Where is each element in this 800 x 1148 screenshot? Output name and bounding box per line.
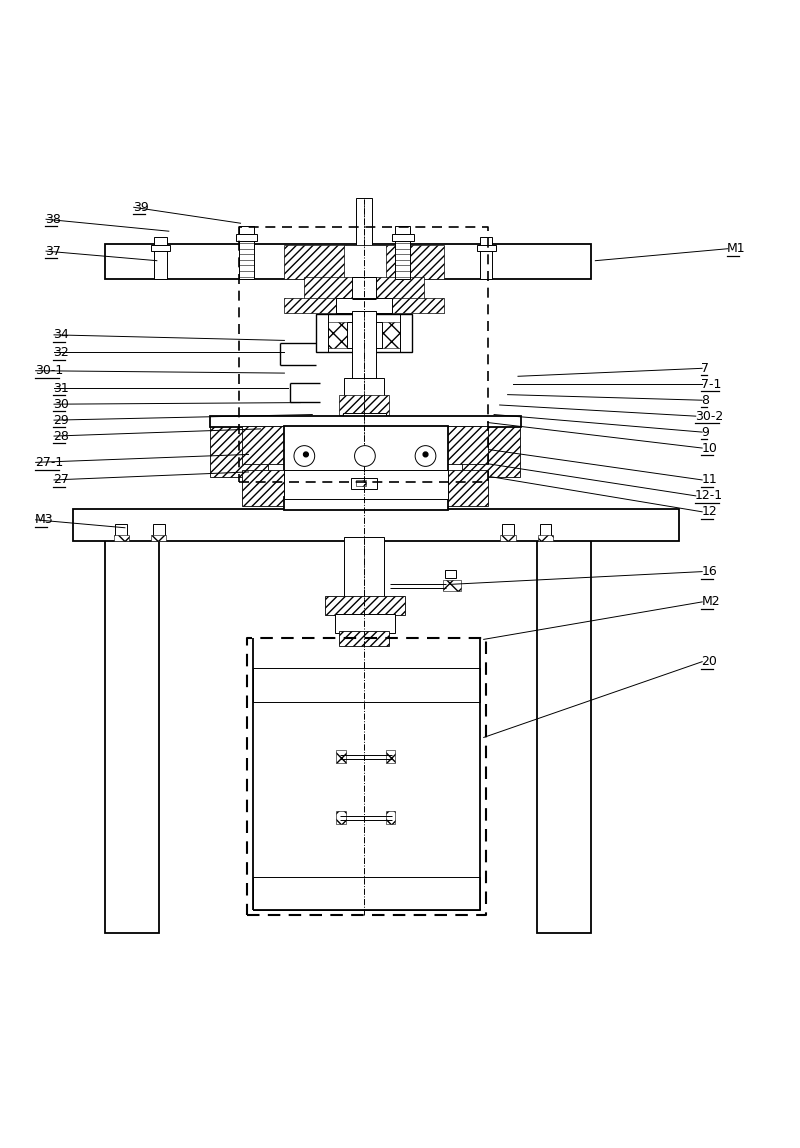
Text: 27: 27 [54, 473, 69, 487]
Bar [242, 426, 286, 464]
Bar [285, 497, 448, 510]
Text: 38: 38 [46, 212, 61, 226]
Bar [239, 238, 254, 279]
Bar [328, 323, 348, 348]
Bar [356, 480, 366, 487]
Text: 7: 7 [702, 362, 710, 374]
Text: 12-1: 12-1 [695, 489, 723, 503]
Bar [254, 877, 480, 910]
Bar [395, 238, 410, 279]
Bar [537, 514, 591, 932]
Bar [336, 750, 346, 763]
Bar [350, 478, 377, 489]
Bar [210, 416, 521, 427]
Bar [443, 580, 461, 591]
Bar [239, 226, 254, 233]
Circle shape [423, 452, 428, 457]
Text: 30-1: 30-1 [35, 364, 63, 378]
Text: 12: 12 [702, 505, 717, 518]
Bar [480, 249, 493, 279]
Bar [390, 298, 444, 312]
Text: 11: 11 [702, 473, 717, 487]
Bar [356, 197, 372, 246]
Text: 8: 8 [702, 394, 710, 406]
Bar [339, 395, 389, 414]
Bar [334, 614, 395, 633]
Text: 37: 37 [46, 245, 61, 257]
Bar [105, 245, 591, 279]
Bar [316, 315, 412, 352]
Bar [501, 535, 515, 541]
Text: 16: 16 [702, 565, 717, 579]
Bar [154, 236, 167, 245]
Text: 31: 31 [54, 382, 69, 395]
Bar [344, 537, 384, 599]
Bar [344, 378, 384, 397]
Text: 28: 28 [54, 429, 69, 443]
Bar [336, 298, 392, 312]
Bar [346, 323, 382, 348]
Bar [344, 245, 386, 279]
Bar [502, 523, 514, 536]
Bar [336, 810, 346, 823]
Bar [339, 631, 389, 645]
Bar [242, 471, 286, 506]
Bar [153, 523, 165, 536]
Bar [151, 245, 170, 251]
Bar [73, 509, 679, 541]
Bar [392, 233, 414, 241]
Text: 34: 34 [54, 328, 69, 341]
Circle shape [294, 445, 314, 466]
Bar [285, 471, 448, 499]
Bar [285, 245, 444, 279]
Bar [352, 311, 376, 482]
Bar [444, 426, 488, 464]
Circle shape [303, 452, 308, 457]
Bar [325, 596, 405, 615]
Bar [285, 298, 338, 312]
Bar [374, 278, 424, 298]
Text: 30: 30 [54, 397, 69, 411]
Bar [342, 413, 386, 424]
Bar [444, 471, 488, 506]
Bar [480, 236, 493, 245]
Text: 39: 39 [133, 201, 149, 214]
Bar [462, 426, 519, 476]
Bar [386, 750, 395, 763]
Bar [380, 323, 400, 348]
Bar [151, 535, 166, 541]
Bar [395, 226, 410, 233]
Text: 29: 29 [54, 413, 69, 427]
Bar [105, 514, 159, 932]
Bar [477, 245, 496, 251]
Bar [539, 523, 551, 536]
Text: 20: 20 [702, 656, 718, 668]
Text: 32: 32 [54, 346, 69, 359]
Text: 7-1: 7-1 [702, 378, 722, 390]
Text: 10: 10 [702, 442, 718, 455]
Text: M3: M3 [35, 513, 54, 526]
Bar [210, 426, 268, 476]
Text: 9: 9 [702, 426, 710, 439]
Text: M2: M2 [702, 596, 720, 608]
Circle shape [354, 445, 375, 466]
Bar [304, 278, 354, 298]
Text: 27-1: 27-1 [35, 456, 63, 468]
Bar [445, 571, 456, 577]
Text: 30-2: 30-2 [695, 410, 723, 422]
Bar [386, 810, 395, 823]
Bar [352, 278, 376, 298]
Circle shape [415, 445, 436, 466]
Text: M1: M1 [727, 242, 746, 255]
Bar [236, 233, 258, 241]
Bar [538, 535, 553, 541]
Bar [254, 668, 480, 701]
Bar [285, 426, 448, 472]
Bar [154, 249, 167, 279]
Bar [114, 535, 129, 541]
Bar [115, 523, 127, 536]
